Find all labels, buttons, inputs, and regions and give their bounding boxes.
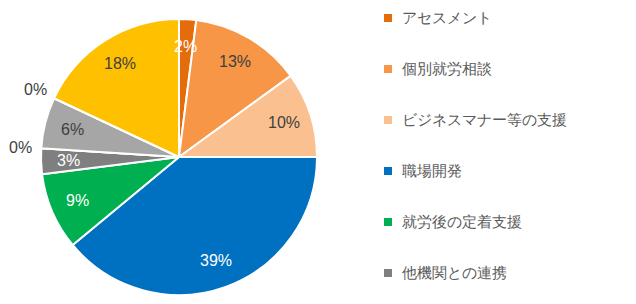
html-text:他機関との連携: 他機関との連携 <box>402 264 507 281</box>
svg-text:0%: 0% <box>24 81 47 98</box>
svg-text:39%: 39% <box>200 252 232 269</box>
svg-text:6%: 6% <box>61 121 84 138</box>
html-text:個別就労相談: 個別就労相談 <box>402 60 492 77</box>
svg-text:18%: 18% <box>104 55 136 72</box>
svg-text:0%: 0% <box>9 139 32 156</box>
svg-text:9%: 9% <box>66 192 89 209</box>
html-text:職場開発: 職場開発 <box>402 162 462 179</box>
html-text:アセスメント: アセスメント <box>402 9 492 26</box>
svg-text:3%: 3% <box>57 152 80 169</box>
svg-text:10%: 10% <box>268 114 300 131</box>
html-text:就労後の定着支援: 就労後の定着支援 <box>402 213 522 230</box>
svg-text:13%: 13% <box>219 53 251 70</box>
svg-text:2%: 2% <box>174 38 197 55</box>
html-text:ビジネスマナー等の支援: ビジネスマナー等の支援 <box>402 111 567 128</box>
